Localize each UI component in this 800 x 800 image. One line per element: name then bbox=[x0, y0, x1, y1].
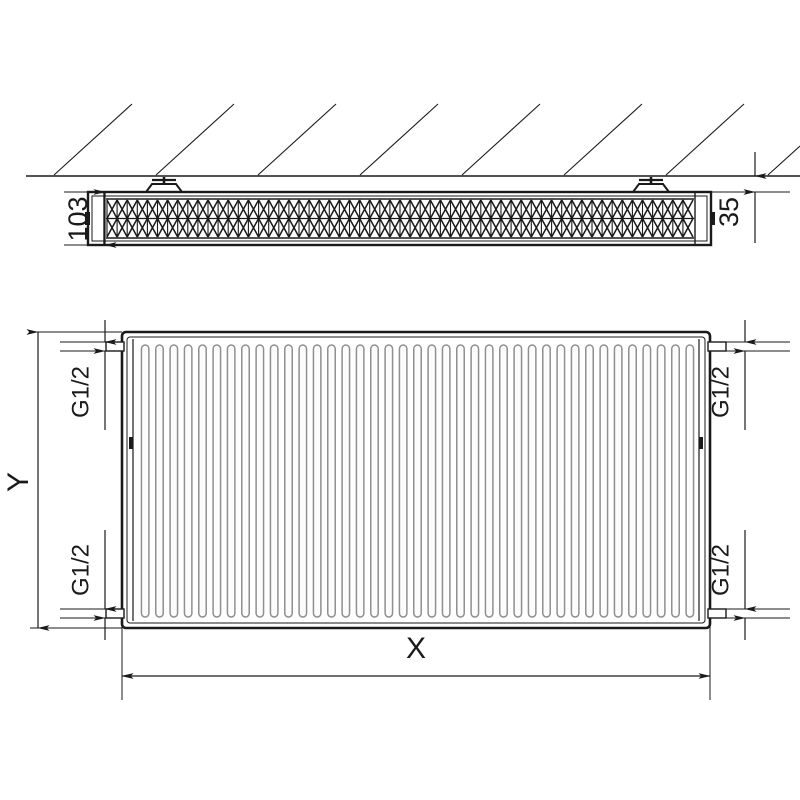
fin-channel bbox=[613, 344, 623, 618]
fin-channel bbox=[671, 344, 680, 618]
fin-channel bbox=[169, 344, 179, 618]
fin-channel bbox=[484, 344, 494, 618]
fin-channel bbox=[413, 344, 422, 618]
panel-side-plug-left bbox=[129, 437, 133, 449]
dimension-label-103: 103 bbox=[63, 196, 93, 241]
dimension-wallgap-35: 35 bbox=[712, 152, 790, 243]
fin-channel bbox=[542, 344, 551, 618]
connection-stub-top-right bbox=[707, 341, 727, 352]
front-elevation-view: G1/2 G1/2 G1/2 G1/2 bbox=[2, 320, 790, 700]
fin-channel bbox=[198, 344, 207, 618]
label-g12-bottom-left: G1/2 bbox=[67, 544, 94, 596]
radiator-panel-inner-edge bbox=[126, 336, 706, 624]
fin-channel bbox=[527, 344, 537, 618]
fin-channel bbox=[241, 344, 250, 618]
dimension-g12-bottom-left: G1/2 bbox=[67, 530, 117, 640]
dimension-height-Y: Y bbox=[2, 329, 122, 631]
fin-channel bbox=[155, 344, 164, 618]
panel-fin-channels bbox=[140, 344, 695, 618]
label-g12-bottom-right: G1/2 bbox=[707, 544, 734, 596]
dimension-g12-bottom-right: G1/2 bbox=[707, 530, 757, 640]
fin-channel bbox=[140, 344, 150, 618]
dimension-width-X: X bbox=[121, 620, 711, 700]
fin-channel bbox=[212, 344, 222, 618]
label-g12-top-right: G1/2 bbox=[707, 366, 734, 418]
dimension-label-Y: Y bbox=[2, 472, 35, 492]
fin-channel bbox=[456, 344, 465, 618]
fin-channel bbox=[642, 344, 652, 618]
fin-channel bbox=[685, 344, 695, 618]
dimension-label-35: 35 bbox=[714, 197, 744, 227]
fin-channel bbox=[284, 344, 293, 618]
section-side-plug-left bbox=[85, 212, 90, 225]
connection-stub-bottom-right bbox=[707, 608, 727, 619]
fin-channel bbox=[269, 344, 279, 618]
section-side-plug-right bbox=[710, 212, 715, 225]
panel-side-plug-right bbox=[699, 437, 703, 449]
fin-channel bbox=[628, 344, 637, 618]
fin-channel bbox=[226, 344, 236, 618]
connection-stub-top-left bbox=[105, 341, 125, 352]
fin-channel bbox=[470, 344, 480, 618]
fin-channel bbox=[384, 344, 394, 618]
wall-hatching bbox=[53, 103, 800, 176]
fin-channel bbox=[556, 344, 566, 618]
fin-channel bbox=[599, 344, 609, 618]
top-section-view: 103 35 bbox=[26, 103, 800, 248]
dimension-g12-top-left: G1/2 bbox=[67, 320, 117, 430]
wall-bracket-left bbox=[144, 177, 184, 193]
dimension-label-X: X bbox=[406, 632, 426, 665]
dimension-g12-top-right: G1/2 bbox=[707, 320, 757, 430]
fin-channel bbox=[656, 344, 666, 618]
fin-channel bbox=[298, 344, 308, 618]
fin-channel bbox=[370, 344, 379, 618]
fin-channel bbox=[513, 344, 523, 618]
fin-channel bbox=[183, 344, 193, 618]
label-g12-top-left: G1/2 bbox=[67, 366, 94, 418]
fin-channel bbox=[427, 344, 437, 618]
fin-channel bbox=[570, 344, 580, 618]
fin-channel bbox=[341, 344, 351, 618]
fin-channel bbox=[355, 344, 365, 618]
fin-channel bbox=[499, 344, 508, 618]
fin-channel bbox=[255, 344, 265, 618]
fin-channel bbox=[312, 344, 322, 618]
dimension-depth-103: 103 bbox=[63, 189, 140, 248]
connection-stub-bottom-left bbox=[105, 608, 125, 619]
fin-channel bbox=[441, 344, 451, 618]
wall-bracket-right bbox=[631, 177, 671, 193]
fin-channel bbox=[398, 344, 408, 618]
fin-channel bbox=[327, 344, 336, 618]
fin-channel bbox=[585, 344, 594, 618]
